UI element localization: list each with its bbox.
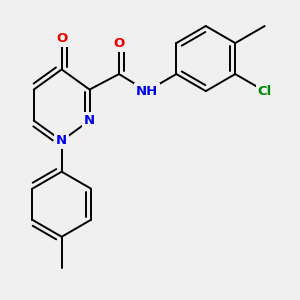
- Text: O: O: [113, 37, 124, 50]
- Text: N: N: [84, 114, 95, 127]
- Text: Cl: Cl: [258, 85, 272, 98]
- Text: N: N: [56, 134, 67, 147]
- Text: NH: NH: [136, 85, 158, 98]
- Text: O: O: [56, 32, 67, 45]
